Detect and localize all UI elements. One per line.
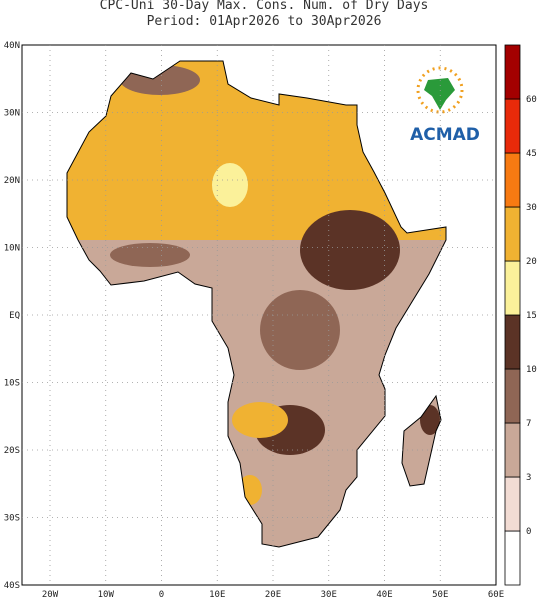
lat-label: 20N [4,176,20,186]
dry-days-field [67,61,446,547]
legend-swatch [504,260,521,316]
lon-label: 20W [42,590,59,600]
legend-swatch [504,368,521,424]
lon-label: 50E [432,590,448,600]
legend-swatch [504,44,521,100]
lon-label: 60E [488,590,504,600]
lat-label: 10S [4,379,20,389]
lon-label: 40E [376,590,392,600]
lat-label: 40S [4,581,20,591]
legend-label: 3 [526,473,531,483]
legend-swatch [504,152,521,208]
lon-label: 10E [209,590,225,600]
lat-label: 30S [4,514,20,524]
title-line: CPC-Uni 30-Day Max. Cons. Num. of Dry Da… [100,0,429,13]
lon-label: 20E [265,590,281,600]
lat-label: 20S [4,446,20,456]
legend-label: 7 [526,419,531,429]
legend-swatch [504,476,521,532]
lat-label: EQ [9,311,20,321]
lon-label: 10W [98,590,115,600]
legend-label: 60 [526,95,537,105]
lon-label: 30E [321,590,337,600]
legend-label: 45 [526,149,537,159]
coastline [66,60,447,548]
legend-swatch [504,98,521,154]
lat-label: 10N [4,244,20,254]
legend-label: 20 [526,257,537,267]
legend-label: 0 [526,527,531,537]
legend-swatch [504,314,521,370]
acmad-logo: ACMAD [410,66,480,145]
legend-label: 30 [526,203,537,213]
legend-label: 10 [526,365,537,375]
legend-label: 15 [526,311,537,321]
logo-text: ACMAD [410,125,480,145]
title-line: Period: 01Apr2026 to 30Apr2026 [147,14,382,29]
legend-swatch [504,422,521,478]
lat-label: 30N [4,109,20,119]
legend-swatch [504,206,521,262]
legend-swatch [504,530,521,586]
lat-label: 40N [4,41,20,51]
lon-label: 0 [159,590,164,600]
